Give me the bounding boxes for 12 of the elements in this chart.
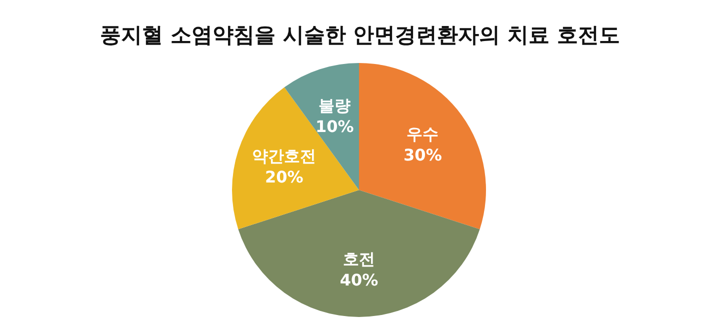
slice-label: 호전 xyxy=(343,250,375,269)
data-label: 10% xyxy=(316,117,354,136)
data-label: 30% xyxy=(404,146,442,165)
slice-label: 약간호전 xyxy=(252,146,316,166)
data-label: 40% xyxy=(340,270,378,290)
data-label: 20% xyxy=(264,168,304,187)
pie-slice xyxy=(232,87,359,230)
slice-label: 우수 xyxy=(406,124,439,144)
slice-label: 불량 xyxy=(318,96,351,116)
pie-slice xyxy=(359,63,486,230)
pie-slice xyxy=(238,190,480,317)
chart-title: 풍지혈 소염약침을 시술한 안면경련환자의 치료 호전도 xyxy=(100,23,620,47)
